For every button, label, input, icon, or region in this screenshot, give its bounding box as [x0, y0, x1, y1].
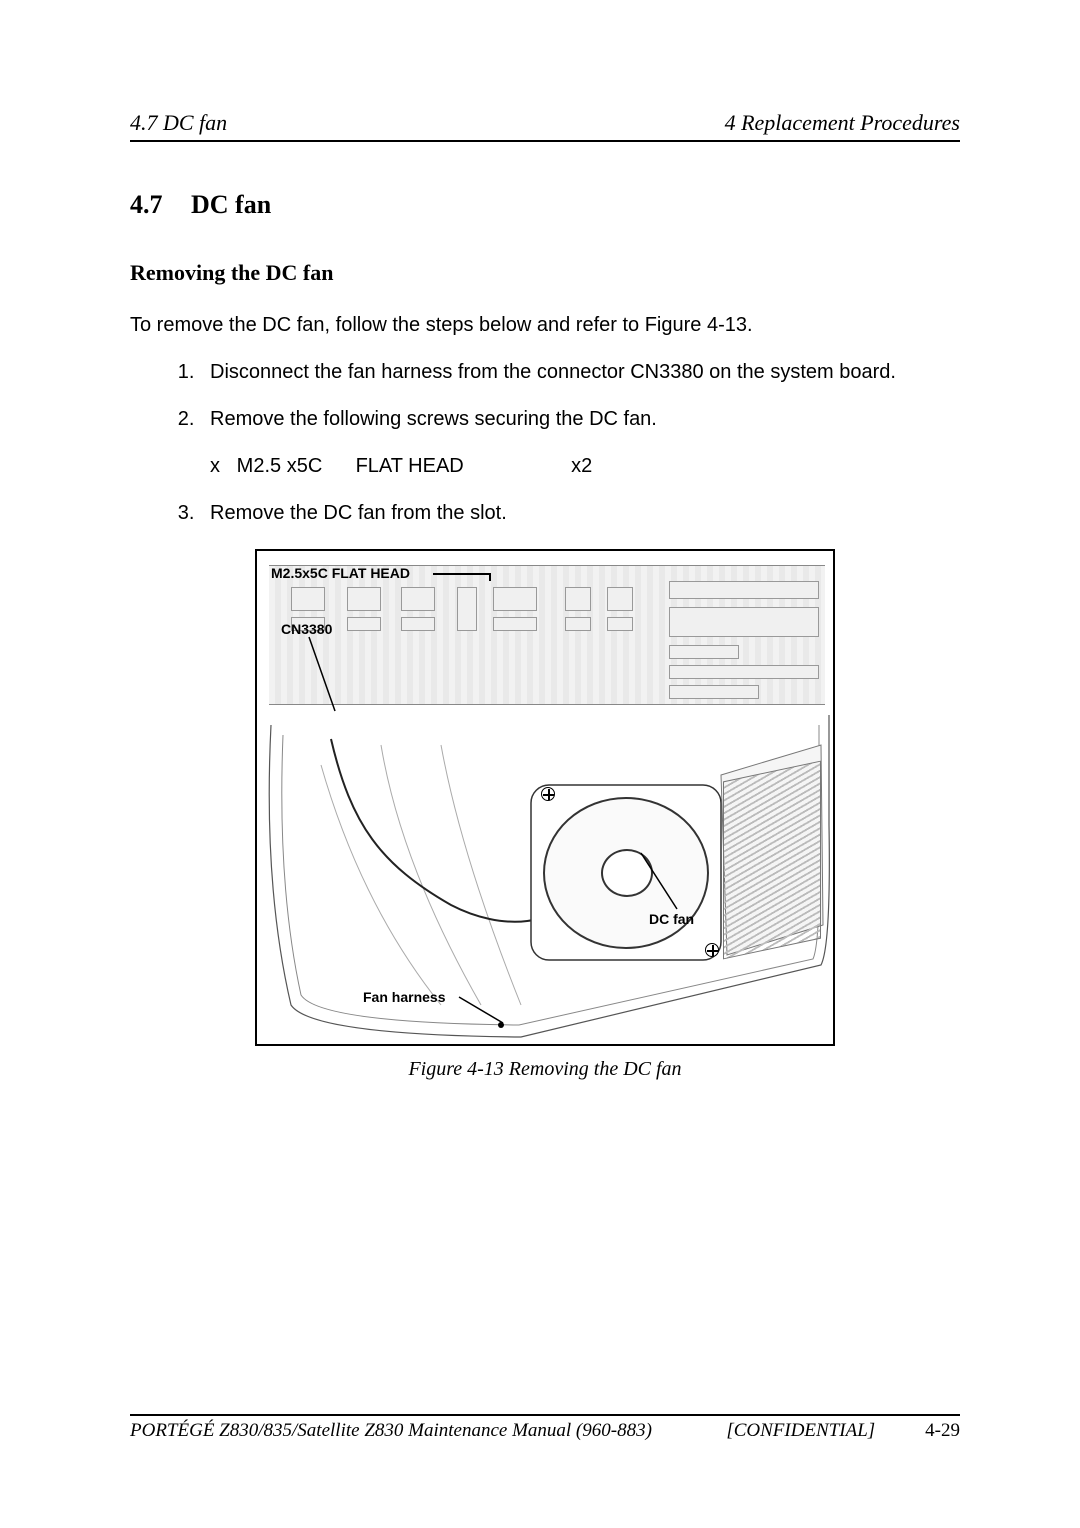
- figure-caption: Figure 4-13 Removing the DC fan: [130, 1058, 960, 1081]
- leader-line-svg: [637, 851, 697, 913]
- screw-icon: [541, 787, 555, 801]
- leader-line: [489, 573, 491, 581]
- header-left: 4.7 DC fan: [130, 110, 227, 136]
- footer-confidential: [CONFIDENTIAL]: [726, 1420, 875, 1442]
- screw-size: M2.5 x5C: [237, 455, 323, 477]
- screw-bullet: x: [210, 455, 220, 477]
- figure-label-harness: Fan harness: [363, 989, 445, 1005]
- screw-type: FLAT HEAD: [356, 455, 566, 478]
- step-list-continued: Remove the DC fan from the slot.: [130, 502, 960, 525]
- section-title-text: DC fan: [191, 190, 271, 219]
- header-right: 4 Replacement Procedures: [725, 110, 960, 136]
- chassis-region: [261, 705, 829, 1040]
- subheading: Removing the DC fan: [130, 260, 960, 286]
- screw-spec-line: x M2.5 x5C FLAT HEAD x2: [130, 455, 960, 478]
- figure-label-fan: DC fan: [649, 911, 694, 927]
- leader-line-svg: [457, 989, 527, 1029]
- figure-4-13: M2.5x5C FLAT HEAD CN3380 DC fan Fan harn…: [255, 549, 835, 1046]
- step-2: Remove the following screws securing the…: [200, 408, 960, 431]
- screw-qty: x2: [571, 455, 592, 478]
- figure-label-screw: M2.5x5C FLAT HEAD: [271, 565, 410, 581]
- screw-bullet-size: x M2.5 x5C: [210, 455, 350, 478]
- page: 4.7 DC fan 4 Replacement Procedures 4.7 …: [0, 0, 1080, 1528]
- intro-paragraph: To remove the DC fan, follow the steps b…: [130, 314, 960, 337]
- pcb-region: [269, 565, 825, 705]
- footer-manual: PORTÉGÉ Z830/835/Satellite Z830 Maintena…: [130, 1420, 652, 1442]
- step-list: Disconnect the fan harness from the conn…: [130, 361, 960, 431]
- section-heading: 4.7 DC fan: [130, 190, 960, 220]
- screw-icon: [705, 943, 719, 957]
- footer-page-number: 4-29: [925, 1420, 960, 1442]
- section-number: 4.7: [130, 190, 163, 220]
- step-1: Disconnect the fan harness from the conn…: [200, 361, 960, 384]
- footer-right-group: [CONFIDENTIAL] 4-29: [726, 1420, 960, 1442]
- heatsink-grille-icon: [723, 761, 821, 960]
- running-header: 4.7 DC fan 4 Replacement Procedures: [130, 110, 960, 142]
- leader-line-svg: [281, 633, 341, 713]
- running-footer: PORTÉGÉ Z830/835/Satellite Z830 Maintena…: [130, 1414, 960, 1442]
- leader-line: [433, 573, 489, 575]
- step-3: Remove the DC fan from the slot.: [200, 502, 960, 525]
